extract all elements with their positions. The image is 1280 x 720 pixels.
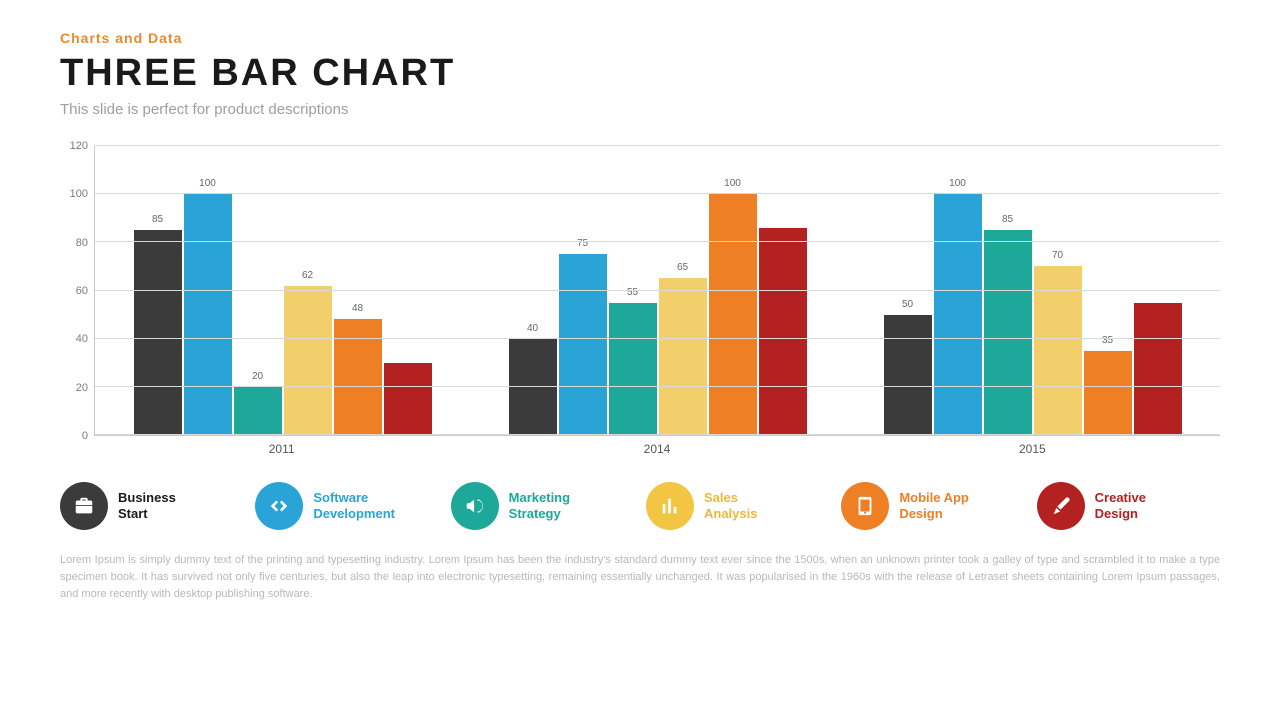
bar-value-label: 85: [1002, 214, 1013, 225]
legend-item: MarketingStrategy: [451, 482, 634, 530]
bar: 20: [234, 387, 282, 435]
bar: [384, 363, 432, 435]
legend-item: BusinessStart: [60, 482, 243, 530]
bar: 65: [659, 278, 707, 435]
bar-value-label: 85: [152, 214, 163, 225]
bar: [759, 228, 807, 435]
bar: 85: [984, 230, 1032, 435]
bar: 100: [934, 194, 982, 435]
y-tick: 20: [76, 382, 88, 394]
bar: 100: [184, 194, 232, 435]
bar-value-label: 65: [677, 262, 688, 273]
y-tick: 60: [76, 285, 88, 297]
bar-value-label: 48: [352, 303, 363, 314]
gridline: [95, 145, 1220, 146]
gridline: [95, 386, 1220, 387]
legend-label: SoftwareDevelopment: [313, 490, 395, 523]
gridline: [95, 434, 1220, 435]
x-axis-labels: 201120142015: [94, 436, 1220, 456]
legend-item: SalesAnalysis: [646, 482, 829, 530]
bar-groups: 851002062484075556510050100857035: [95, 146, 1220, 435]
legend-label: BusinessStart: [118, 490, 176, 523]
page-title: THREE BAR CHART: [60, 52, 1220, 95]
briefcase-icon: [60, 482, 108, 530]
subtitle: This slide is perfect for product descri…: [60, 101, 1220, 118]
bar-value-label: 35: [1102, 335, 1113, 346]
bar: 75: [559, 254, 607, 435]
category-label: Charts and Data: [60, 30, 1220, 46]
x-axis-label: 2015: [845, 436, 1220, 456]
bar: 62: [284, 286, 332, 435]
bar: 100: [709, 194, 757, 435]
slide-header: Charts and Data THREE BAR CHART This sli…: [60, 30, 1220, 118]
y-tick: 80: [76, 237, 88, 249]
description-text: Lorem Ipsum is simply dummy text of the …: [60, 552, 1220, 603]
bar-group: 40755565100: [470, 146, 845, 435]
bar: 85: [134, 230, 182, 435]
bar-value-label: 100: [724, 178, 741, 189]
gridline: [95, 241, 1220, 242]
bar: 50: [884, 315, 932, 435]
bar-value-label: 50: [902, 299, 913, 310]
y-tick: 0: [82, 430, 88, 442]
plot-area: 851002062484075556510050100857035: [94, 146, 1220, 436]
brush-icon: [1037, 482, 1085, 530]
legend: BusinessStart SoftwareDevelopment Marketin…: [60, 482, 1220, 530]
legend-label: MarketingStrategy: [509, 490, 570, 523]
x-axis-label: 2014: [469, 436, 844, 456]
bar-group: 50100857035: [845, 146, 1220, 435]
bars-icon: [646, 482, 694, 530]
bar-chart: 020406080100120 851002062484075556510050…: [60, 146, 1220, 436]
y-tick: 120: [70, 140, 88, 152]
bar-value-label: 70: [1052, 250, 1063, 261]
bar: 35: [1084, 351, 1132, 435]
bar: [1134, 303, 1182, 435]
legend-item: Mobile AppDesign: [841, 482, 1024, 530]
legend-label: CreativeDesign: [1095, 490, 1146, 523]
bar-value-label: 55: [627, 287, 638, 298]
bar: 55: [609, 303, 657, 435]
y-tick: 100: [70, 188, 88, 200]
mobile-icon: [841, 482, 889, 530]
bar: 70: [1034, 266, 1082, 435]
y-tick: 40: [76, 333, 88, 345]
bar-value-label: 100: [199, 178, 216, 189]
bar-value-label: 40: [527, 323, 538, 334]
code-icon: [255, 482, 303, 530]
bar-value-label: 62: [302, 270, 313, 281]
megaphone-icon: [451, 482, 499, 530]
bar-value-label: 100: [949, 178, 966, 189]
legend-label: SalesAnalysis: [704, 490, 757, 523]
bar-value-label: 20: [252, 371, 263, 382]
gridline: [95, 193, 1220, 194]
y-axis: 020406080100120: [60, 146, 94, 436]
x-axis-label: 2011: [94, 436, 469, 456]
legend-label: Mobile AppDesign: [899, 490, 969, 523]
legend-item: CreativeDesign: [1037, 482, 1220, 530]
bar-value-label: 75: [577, 238, 588, 249]
gridline: [95, 338, 1220, 339]
legend-item: SoftwareDevelopment: [255, 482, 438, 530]
bar-group: 85100206248: [95, 146, 470, 435]
gridline: [95, 290, 1220, 291]
